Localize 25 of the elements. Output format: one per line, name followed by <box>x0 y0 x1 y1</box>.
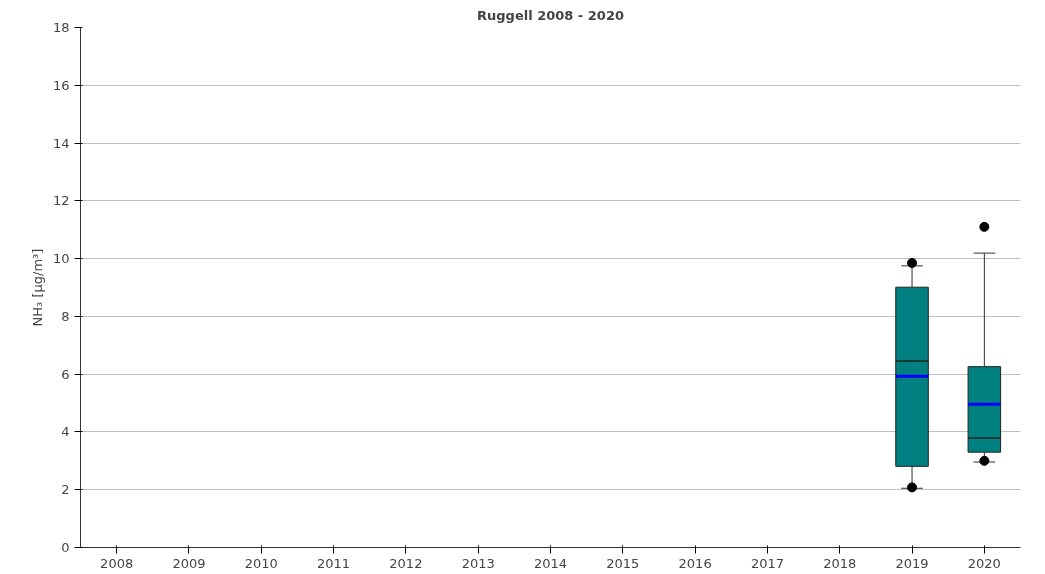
y-tick-label: 16 <box>52 77 70 93</box>
x-tick-label: 2009 <box>172 555 206 571</box>
x-tick-label: 2014 <box>533 555 568 571</box>
x-tick-label: 2018 <box>823 555 857 571</box>
x-tick-label: 2013 <box>461 555 495 571</box>
x-tick-label: 2017 <box>750 555 784 571</box>
x-tick-label: 2015 <box>606 555 640 571</box>
y-axis-title: NH₃ [µg/m³] <box>29 248 45 327</box>
x-tick-label: 2011 <box>317 555 351 571</box>
y-tick-label: 12 <box>52 193 70 209</box>
y-tick-label: 8 <box>61 308 70 324</box>
x-tick-label: 2020 <box>967 555 1001 571</box>
chart-title: Ruggell 2008 - 2020 <box>477 7 624 23</box>
y-tick-label: 10 <box>52 251 70 267</box>
x-tick-label: 2008 <box>100 555 134 571</box>
x-tick-label: 2010 <box>244 555 278 571</box>
y-tick-label: 2 <box>61 482 70 498</box>
y-tick-label: 4 <box>61 424 70 440</box>
x-tick-label: 2016 <box>678 555 712 571</box>
y-tick-label: 0 <box>61 540 70 555</box>
x-tick-label: 2012 <box>389 555 423 571</box>
y-tick-label: 6 <box>61 366 70 382</box>
y-tick-label: 18 <box>52 20 70 35</box>
x-tick-label: 2019 <box>895 555 929 571</box>
y-tick-label: 14 <box>52 135 70 151</box>
